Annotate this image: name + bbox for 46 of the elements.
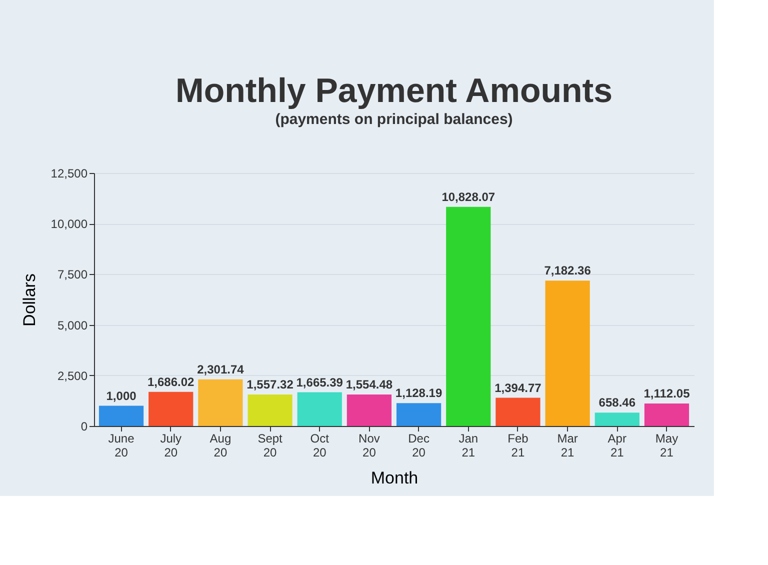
x-tick-label: June 20 [108,432,135,460]
bar [148,392,194,426]
x-tick-label: Apr 21 [608,432,626,460]
y-tick-label: 12,500 [50,166,88,180]
data-label: 1,554.48 [346,378,393,392]
data-label: 1,128.19 [395,386,442,400]
bar [496,398,540,426]
data-label: 1,000 [106,388,137,403]
x-tick-label: Oct 20 [310,432,330,460]
data-label: 1,686.02 [148,374,195,389]
y-tick-label: 5,000 [57,318,88,332]
x-tick-label: Nov 20 [358,432,380,460]
x-axis-title: Month [370,468,418,488]
x-tick-label: Mar 21 [557,432,578,460]
bar [446,206,491,426]
bar [594,412,640,426]
bar [644,403,690,426]
y-tick-label: 7,500 [57,268,88,282]
bar [346,394,392,426]
bar [297,392,342,426]
y-tick-label: 10,000 [50,217,88,232]
bar [396,403,442,426]
data-label: 1,665.39 [296,375,344,390]
bar [248,394,292,426]
x-tick-label: Dec 20 [408,432,430,460]
chart-subtitle: (payments on principal balances) [275,111,513,128]
x-tick-label: Feb 21 [508,432,529,460]
x-tick-label: Aug 20 [210,432,232,460]
data-label: 658.46 [598,396,636,410]
bar [98,406,144,426]
chart-title: Monthly Payment Amounts [176,72,612,110]
y-tick-label: 2,500 [57,368,88,383]
y-tick-label: 0 [80,420,88,434]
data-label: 1,557.32 [246,377,294,392]
y-axis-title: Dollars [20,274,39,326]
data-label: 10,828.07 [442,190,496,204]
data-label: 1,112.05 [644,386,690,400]
data-label: 2,301.74 [197,362,244,376]
data-label: 1,394.77 [494,380,542,395]
x-tick-label: Jan 21 [458,432,478,460]
x-tick-label: Sept 20 [258,432,284,460]
data-label: 7,182.36 [544,264,592,278]
bar [198,379,243,426]
x-tick-label: July 20 [160,432,182,460]
x-tick-label: May 21 [655,432,678,460]
bar [545,280,590,426]
